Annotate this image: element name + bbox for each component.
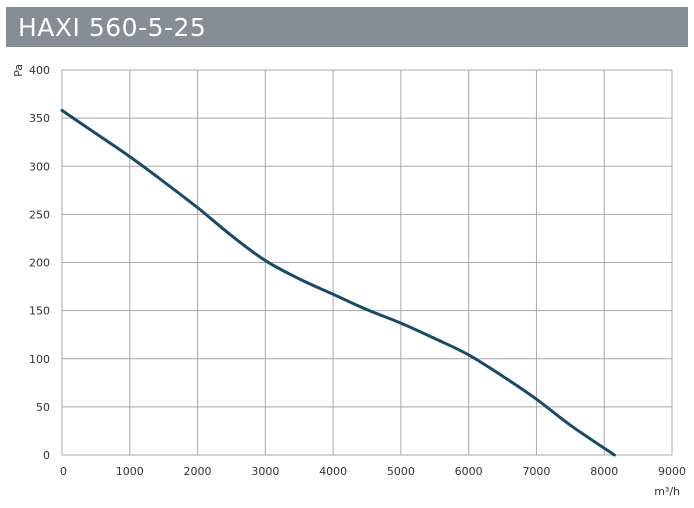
y-tick-label: 250 bbox=[29, 208, 50, 221]
y-tick-label: 200 bbox=[29, 257, 50, 270]
x-tick-label: 2000 bbox=[184, 465, 212, 478]
x-tick-label: 1000 bbox=[116, 465, 144, 478]
x-tick-label: 0 bbox=[60, 465, 67, 478]
x-tick-label: 6000 bbox=[455, 465, 483, 478]
performance-curve bbox=[60, 108, 616, 457]
y-tick-label: 0 bbox=[43, 449, 50, 462]
chart-title: HAXI 560-5-25 bbox=[18, 12, 207, 42]
y-tick-label: 100 bbox=[29, 353, 50, 366]
y-axis-label: Pa bbox=[12, 64, 25, 77]
y-tick-label: 350 bbox=[29, 112, 50, 125]
curve-layer bbox=[60, 108, 616, 457]
grid bbox=[61, 69, 673, 456]
chart-title-bar: HAXI 560-5-25 bbox=[6, 7, 688, 47]
y-tick-label: 300 bbox=[29, 160, 50, 173]
x-tick-label: 7000 bbox=[522, 465, 550, 478]
x-tick-label: 3000 bbox=[251, 465, 279, 478]
tick-labels: 0 1000 2000 3000 4000 5000 6000 7000 8000 9000 0 50… bbox=[29, 64, 686, 478]
y-tick-label: 50 bbox=[36, 401, 50, 414]
y-tick-label: 400 bbox=[29, 64, 50, 77]
x-tick-label: 4000 bbox=[319, 465, 347, 478]
y-tick-label: 150 bbox=[29, 305, 50, 318]
x-axis-label: m³/h bbox=[654, 485, 680, 498]
x-tick-label: 5000 bbox=[387, 465, 415, 478]
x-tick-label: 9000 bbox=[658, 465, 686, 478]
x-tick-label: 8000 bbox=[590, 465, 618, 478]
